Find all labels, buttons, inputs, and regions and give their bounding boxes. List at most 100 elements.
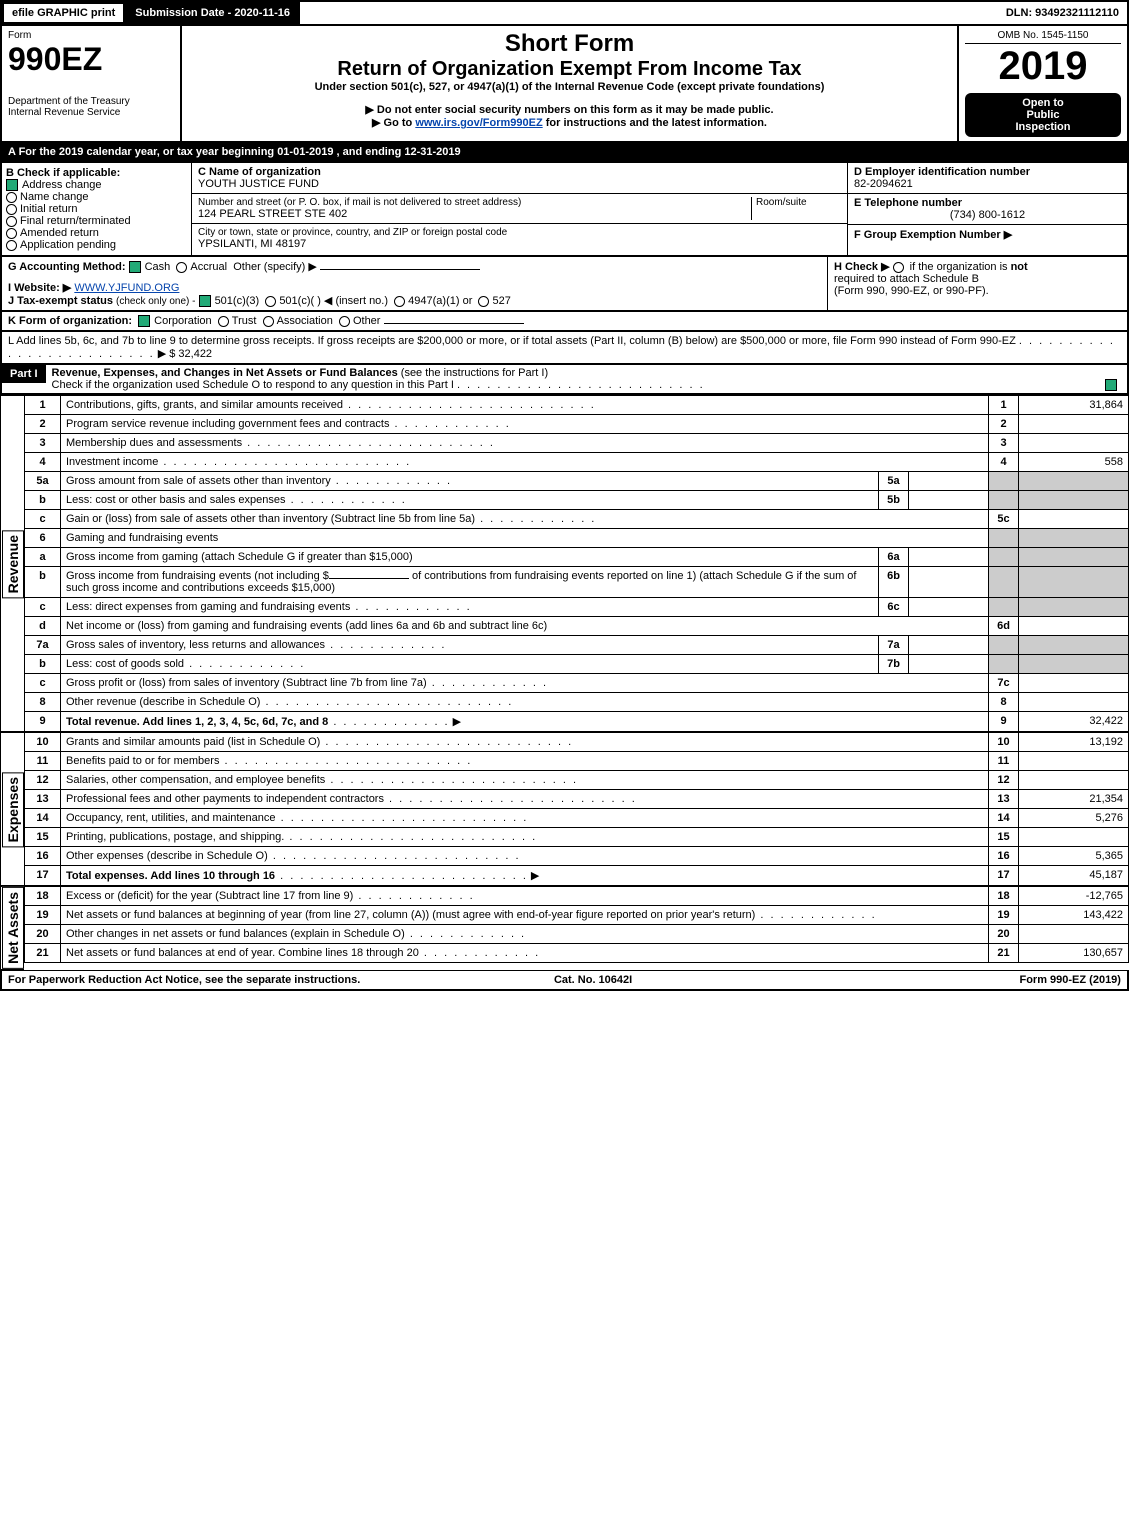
table-row: 5aGross amount from sale of assets other… bbox=[25, 472, 1129, 491]
sub-amount bbox=[909, 655, 989, 674]
table-row: cGross profit or (loss) from sales of in… bbox=[25, 674, 1129, 693]
line-ref: 8 bbox=[989, 693, 1019, 712]
check-name-change[interactable]: Name change bbox=[6, 191, 187, 203]
header-right: OMB No. 1545-1150 2019 Open to Public In… bbox=[957, 26, 1127, 141]
line-desc: Membership dues and assessments bbox=[66, 437, 242, 449]
radio-icon bbox=[6, 228, 17, 239]
j-opt3[interactable]: 4947(a)(1) or bbox=[408, 295, 472, 307]
sub-amount bbox=[909, 567, 989, 598]
k-corp[interactable]: Corporation bbox=[154, 315, 211, 327]
table-row: 17Total expenses. Add lines 10 through 1… bbox=[25, 866, 1129, 886]
checkbox-icon bbox=[129, 261, 141, 273]
netassets-table: 18 Excess or (deficit) for the year (Subt… bbox=[24, 886, 1129, 963]
table-row: 19Net assets or fund balances at beginni… bbox=[25, 906, 1129, 925]
table-row: bLess: cost of goods sold7b bbox=[25, 655, 1129, 674]
j-opt4[interactable]: 527 bbox=[492, 295, 510, 307]
room-label: Room/suite bbox=[756, 197, 841, 208]
dots-icon bbox=[475, 513, 596, 525]
line-num: 12 bbox=[25, 771, 61, 790]
line-desc: Excess or (deficit) for the year (Subtra… bbox=[66, 890, 353, 902]
check-address-change[interactable]: Address change bbox=[6, 179, 187, 191]
sub-amount bbox=[909, 636, 989, 655]
amended-label: Amended return bbox=[20, 227, 99, 239]
pending-label: Application pending bbox=[20, 239, 116, 251]
initial-label: Initial return bbox=[20, 203, 77, 215]
radio-icon[interactable] bbox=[893, 262, 904, 273]
line-num: 3 bbox=[25, 434, 61, 453]
irs-link[interactable]: www.irs.gov/Form990EZ bbox=[415, 117, 542, 129]
line-desc: Printing, publications, postage, and shi… bbox=[66, 831, 284, 843]
check-pending[interactable]: Application pending bbox=[6, 239, 187, 251]
accrual-label[interactable]: Accrual bbox=[190, 261, 227, 273]
line-num: 11 bbox=[25, 752, 61, 771]
subtitle: Under section 501(c), 527, or 4947(a)(1)… bbox=[188, 81, 951, 93]
top-bar: efile GRAPHIC print Submission Date - 20… bbox=[0, 0, 1129, 24]
expenses-vlabel: Expenses bbox=[2, 772, 24, 847]
dots-icon bbox=[284, 831, 537, 843]
sub-ref: 5a bbox=[879, 472, 909, 491]
form-number: 990EZ bbox=[8, 41, 174, 78]
shaded-cell bbox=[1019, 598, 1129, 617]
line-amount: 143,422 bbox=[1019, 906, 1129, 925]
box-b-label: B Check if applicable: bbox=[6, 167, 187, 179]
dots-icon bbox=[457, 379, 705, 391]
line-amount bbox=[1019, 752, 1129, 771]
line-num: b bbox=[25, 491, 61, 510]
line-g-label: G Accounting Method: bbox=[8, 261, 126, 273]
part-1-badge: Part I bbox=[2, 365, 46, 383]
radio-icon bbox=[6, 192, 17, 203]
checkbox-icon[interactable] bbox=[1105, 379, 1117, 391]
line-num: 5a bbox=[25, 472, 61, 491]
radio-icon bbox=[6, 216, 17, 227]
website-link[interactable]: WWW.YJFUND.ORG bbox=[74, 282, 179, 294]
table-row: 13Professional fees and other payments t… bbox=[25, 790, 1129, 809]
efile-print-button[interactable]: efile GRAPHIC print bbox=[2, 2, 125, 24]
line-desc: Gross profit or (loss) from sales of inv… bbox=[66, 677, 427, 689]
line-ref: 2 bbox=[989, 415, 1019, 434]
dots-icon bbox=[260, 696, 513, 708]
line-amount: 21,354 bbox=[1019, 790, 1129, 809]
table-row: bLess: cost or other basis and sales exp… bbox=[25, 491, 1129, 510]
line-amount: -12,765 bbox=[1019, 887, 1129, 906]
line-desc: Professional fees and other payments to … bbox=[66, 793, 384, 805]
j-opt2[interactable]: 501(c)( ) ◀ (insert no.) bbox=[279, 295, 388, 307]
other-method-label[interactable]: Other (specify) ▶ bbox=[233, 261, 317, 273]
shaded-cell bbox=[989, 472, 1019, 491]
dots-icon bbox=[755, 909, 876, 921]
k-trust[interactable]: Trust bbox=[232, 315, 257, 327]
line-desc: Net assets or fund balances at end of ye… bbox=[66, 947, 419, 959]
shaded-cell bbox=[1019, 636, 1129, 655]
line-num: 6 bbox=[25, 529, 61, 548]
k-other[interactable]: Other bbox=[353, 315, 381, 327]
line-desc: Other revenue (describe in Schedule O) bbox=[66, 696, 260, 708]
box-c: C Name of organization YOUTH JUSTICE FUN… bbox=[192, 163, 847, 255]
line-ref: 17 bbox=[989, 866, 1019, 886]
footer-right: Form 990-EZ (2019) bbox=[1019, 974, 1120, 986]
check-final-return[interactable]: Final return/terminated bbox=[6, 215, 187, 227]
line-num: c bbox=[25, 598, 61, 617]
part-1-title-suffix: (see the instructions for Part I) bbox=[401, 367, 548, 379]
line-ref: 15 bbox=[989, 828, 1019, 847]
j-opt1[interactable]: 501(c)(3) bbox=[215, 295, 260, 307]
line-ref: 21 bbox=[989, 944, 1019, 963]
header-left: Form 990EZ Department of the Treasury In… bbox=[2, 26, 182, 141]
line-desc: Gain or (loss) from sale of assets other… bbox=[66, 513, 475, 525]
radio-icon bbox=[339, 316, 350, 327]
cash-label[interactable]: Cash bbox=[145, 261, 171, 273]
return-title: Return of Organization Exempt From Incom… bbox=[188, 58, 951, 81]
line-num: 1 bbox=[25, 396, 61, 415]
dots-icon bbox=[184, 658, 305, 670]
radio-icon bbox=[394, 296, 405, 307]
name-change-label: Name change bbox=[20, 191, 89, 203]
check-initial-return[interactable]: Initial return bbox=[6, 203, 187, 215]
shaded-cell bbox=[1019, 491, 1129, 510]
line-ref: 16 bbox=[989, 847, 1019, 866]
check-amended[interactable]: Amended return bbox=[6, 227, 187, 239]
k-assoc[interactable]: Association bbox=[277, 315, 333, 327]
line-desc: Less: direct expenses from gaming and fu… bbox=[66, 601, 350, 613]
line-num: 18 bbox=[25, 887, 61, 906]
line-l-text: L Add lines 5b, 6c, and 7b to line 9 to … bbox=[8, 335, 1016, 347]
dept-label: Department of the Treasury bbox=[8, 96, 174, 107]
table-row: 1Contributions, gifts, grants, and simil… bbox=[25, 396, 1129, 415]
line-num: 20 bbox=[25, 925, 61, 944]
